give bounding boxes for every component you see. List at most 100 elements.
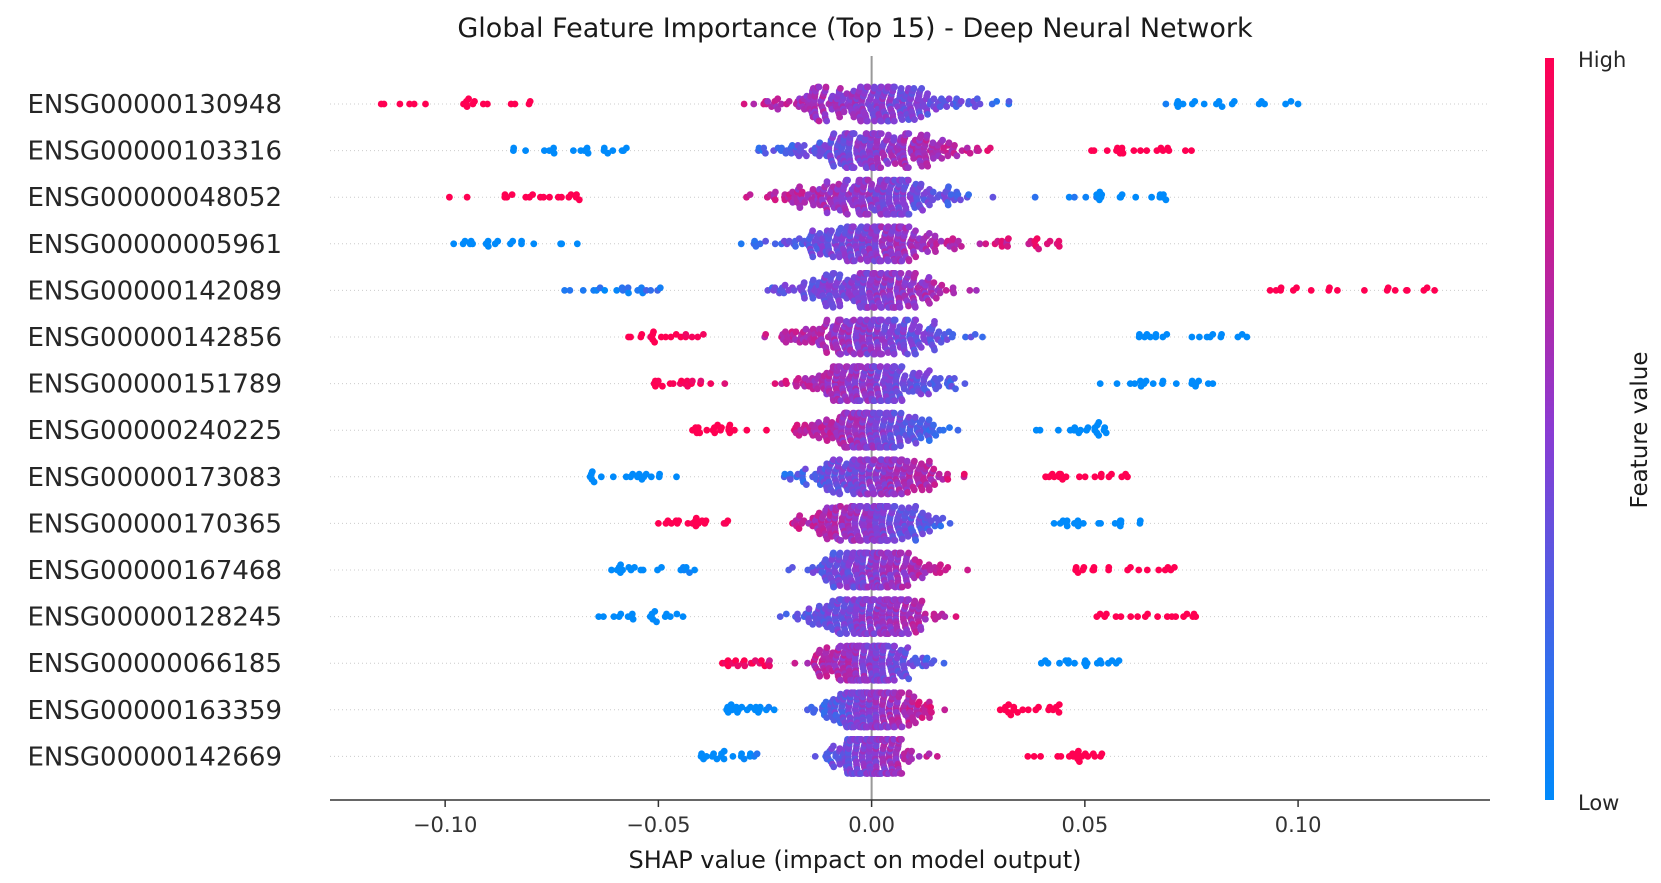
shap-point (809, 227, 816, 235)
shap-point (884, 349, 892, 356)
shap-point (943, 103, 951, 110)
shap-point (803, 152, 810, 160)
shap-point (1132, 193, 1140, 201)
shap-point (796, 183, 803, 191)
shap-point (931, 481, 939, 488)
shap-point (963, 144, 971, 152)
shap-point (871, 630, 878, 637)
shap-point (469, 240, 476, 248)
shap-point (837, 537, 845, 544)
shap-point (837, 642, 845, 650)
shap-point (898, 116, 906, 123)
shap-point (973, 95, 981, 103)
shap-point (1050, 520, 1058, 527)
shap-point (662, 333, 670, 341)
shap-point (836, 271, 844, 279)
shap-point (919, 206, 926, 214)
shap-point (945, 95, 953, 103)
shap-point (610, 613, 618, 620)
shap-point (1384, 284, 1392, 292)
shap-point (720, 747, 728, 755)
shap-point (566, 287, 574, 294)
shap-point (677, 333, 685, 341)
shap-point (1081, 473, 1089, 481)
shap-point (595, 613, 603, 620)
shap-point (1127, 613, 1135, 620)
shap-point (979, 333, 986, 341)
shap-point (567, 191, 575, 199)
shap-point (1071, 193, 1078, 201)
shap-point (941, 706, 949, 714)
shap-point (669, 380, 677, 387)
shap-point (912, 537, 920, 544)
shap-point (939, 426, 947, 434)
shap-point (1103, 147, 1111, 155)
shap-point (625, 289, 632, 297)
shap-point (638, 331, 646, 338)
shap-point (1050, 473, 1058, 481)
shap-point (850, 164, 858, 172)
shap-point (905, 689, 913, 697)
shap-point (575, 196, 583, 204)
shap-point (925, 274, 933, 281)
shap-point (905, 549, 912, 557)
shap-point (1084, 424, 1092, 431)
shap-point (937, 237, 945, 245)
shap-point (1097, 520, 1104, 527)
shap-point (573, 240, 581, 248)
shap-point (912, 270, 919, 277)
shap-point (850, 630, 858, 637)
shap-point (925, 486, 933, 494)
shap-point (792, 243, 799, 250)
shap-point (904, 437, 912, 444)
shap-point (446, 193, 453, 201)
shap-point (816, 672, 824, 680)
shap-point (1082, 193, 1090, 201)
shap-point (1112, 613, 1120, 620)
shap-point (802, 338, 809, 346)
shap-point (905, 504, 913, 512)
shap-point (494, 237, 502, 245)
shap-point (617, 610, 625, 618)
shap-point (905, 270, 913, 277)
shap-point (682, 564, 690, 571)
shap-point (884, 223, 892, 231)
shap-point (836, 363, 844, 370)
shap-point (1118, 144, 1126, 152)
shap-point (756, 240, 764, 248)
shap-point (579, 287, 587, 294)
shap-point (836, 113, 844, 121)
shap-point (965, 191, 972, 199)
shap-point (850, 113, 858, 121)
shap-point (910, 486, 918, 494)
shap-point (878, 316, 885, 324)
shap-point (910, 85, 918, 92)
shap-point (793, 382, 800, 390)
shap-point (891, 83, 898, 91)
shap-point (938, 281, 946, 289)
shap-point (1103, 610, 1110, 618)
shap-point (871, 304, 879, 311)
shap-point (844, 176, 851, 184)
shap-point (541, 147, 548, 155)
shap-point (924, 248, 931, 256)
shap-point (781, 281, 789, 289)
shap-point (718, 424, 725, 431)
shap-point (925, 390, 932, 398)
shap-point (904, 533, 912, 540)
shap-point (884, 160, 892, 168)
shap-point (904, 582, 912, 589)
shap-point (918, 574, 926, 582)
shap-point (764, 98, 772, 105)
shap-point (617, 561, 624, 569)
shap-point (850, 223, 857, 231)
shap-point (951, 142, 958, 149)
shap-point (511, 100, 519, 108)
shap-point (856, 397, 864, 404)
shap-point (1111, 520, 1119, 527)
shap-point (484, 237, 492, 245)
shap-point (884, 537, 892, 544)
shap-point (1098, 191, 1106, 199)
shap-point (639, 566, 647, 574)
shap-point (1149, 380, 1157, 387)
